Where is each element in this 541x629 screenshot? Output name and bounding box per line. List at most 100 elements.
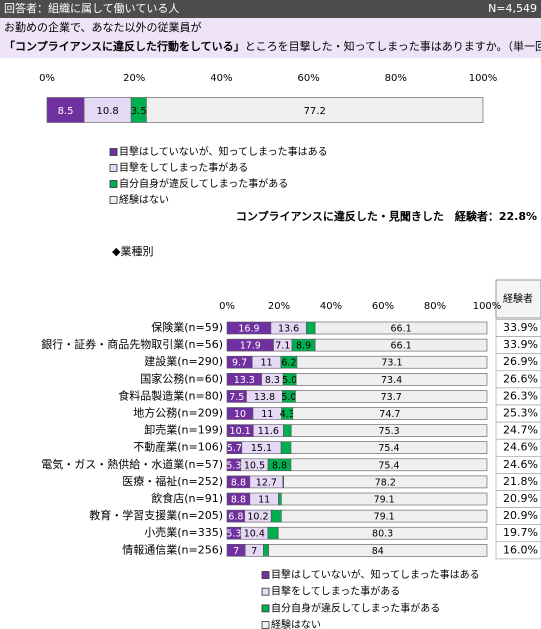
- question: お勤めの企業で、あなた以外の従業員が: [4, 20, 202, 34]
- category-label: 医療・福祉(n=252): [122, 474, 223, 488]
- value-label: 77.2: [304, 106, 326, 117]
- bar-segment: [267, 526, 279, 540]
- value-label: 10.2: [247, 512, 268, 523]
- value-label: 5.7: [227, 443, 242, 454]
- value-label: 75.4: [378, 443, 399, 454]
- value-label: 5.0: [282, 375, 297, 386]
- value-label: 13.6: [278, 324, 299, 335]
- category-label: 保険業(n=59): [151, 320, 223, 334]
- value-label: 12.7: [256, 477, 277, 488]
- value-label: 7: [233, 546, 239, 557]
- value-label: 8.8: [272, 460, 287, 471]
- bar-segment: [295, 390, 488, 403]
- legend-label: 自分自身が違反してしまった事がある: [119, 177, 288, 190]
- bar-segment: [292, 407, 488, 420]
- experienced-value: 33.9%: [503, 338, 538, 351]
- bar-segment: [278, 492, 282, 506]
- x-tick-label: 60%: [372, 301, 394, 312]
- category-label: 電気・ガス・熱供給・水道業(n=57): [41, 457, 223, 471]
- sample-size: N=4,549: [488, 2, 537, 15]
- experienced-value: 26.9%: [503, 355, 538, 368]
- x-tick-label: 20%: [268, 301, 290, 312]
- bar-segment: [305, 321, 316, 335]
- value-label: 74.7: [379, 409, 400, 420]
- category-label: 銀行・証券・商品先物取引業(n=56): [41, 337, 223, 351]
- experienced-value: 24.7%: [503, 424, 538, 437]
- value-label: 75.4: [378, 460, 399, 471]
- experienced-header-box: [495, 279, 541, 319]
- legend-swatch: [109, 164, 118, 172]
- legend-label: 自分自身が違反してしまった事がある: [271, 601, 440, 614]
- bar-segment: [290, 458, 488, 472]
- x-tick-label: 0%: [39, 73, 55, 84]
- legend-label: 経験はない: [271, 618, 321, 629]
- x-tick-label: 100%: [473, 301, 502, 312]
- value-label: 4.3: [280, 409, 295, 420]
- bar-segment: [290, 441, 488, 455]
- x-tick-label: 60%: [297, 73, 319, 84]
- value-label: 10.4: [244, 529, 265, 540]
- value-label: 13.3: [234, 375, 255, 386]
- experienced-value: 24.6%: [503, 441, 538, 454]
- category-label: 情報通信業(n=256): [122, 543, 223, 556]
- experienced-header: 経験者: [503, 292, 533, 305]
- experienced-value: 21.8%: [503, 475, 538, 488]
- legend-swatch: [109, 148, 118, 156]
- bar-segment: [281, 509, 488, 523]
- value-label: 13.8: [254, 392, 275, 403]
- legend-label: 目撃はしていないが、知ってしまった事はある: [119, 145, 328, 158]
- section-title: ◆業種別: [112, 244, 153, 258]
- category-label: 不動産業(n=106): [133, 440, 223, 454]
- experienced-value: 26.3%: [503, 389, 538, 402]
- experienced-value: 33.9%: [503, 321, 538, 334]
- experienced-value: 24.6%: [503, 458, 538, 471]
- legend-swatch: [261, 604, 270, 613]
- question-bold: 「コンプライアンスに違反した行動をしている」: [4, 39, 245, 53]
- value-label: 15.1: [251, 443, 272, 454]
- value-label: 8.9: [296, 341, 311, 352]
- value-label: 11.6: [258, 426, 279, 437]
- x-tick-label: 80%: [424, 301, 446, 312]
- x-tick-label: 40%: [320, 301, 342, 312]
- category-label: 飲食店(n=91): [151, 491, 223, 505]
- legend-label: 目撃はしていないが、知ってしまった事はある: [271, 568, 480, 581]
- legend-label: 目撃をしてしまった事がある: [271, 585, 400, 598]
- value-label: 66.1: [390, 324, 411, 335]
- experienced-value: 16.0%: [503, 543, 538, 556]
- value-label: 79.1: [374, 495, 395, 506]
- legend-label: 目撃をしてしまった事がある: [119, 161, 248, 174]
- x-tick-label: 0%: [219, 301, 235, 312]
- bar-segment: [46, 97, 85, 123]
- legend-swatch: [109, 180, 118, 188]
- value-label: 7.1: [275, 341, 290, 352]
- value-label: 5.3: [226, 529, 241, 540]
- bar-segment: [296, 355, 488, 369]
- value-label: 78.2: [375, 477, 396, 488]
- x-tick-label: 100%: [469, 73, 498, 84]
- legend-swatch: [261, 587, 270, 596]
- bar-segment: [263, 543, 269, 557]
- bar-segment: [280, 441, 292, 455]
- bar-segment: [270, 509, 282, 523]
- bar-segment: [283, 475, 488, 489]
- value-label: 10.1: [230, 426, 251, 437]
- respondents: 回答者：組織に属して働いている人: [4, 1, 179, 15]
- value-label: 6.8: [228, 512, 243, 523]
- value-label: 11: [260, 358, 272, 369]
- legend-swatch: [261, 621, 270, 629]
- category-label: 卸売業(n=199): [144, 423, 223, 437]
- bar-segment: [314, 338, 488, 352]
- bar-segment: [314, 321, 488, 335]
- value-label: 80.3: [372, 529, 393, 540]
- experienced-value: 26.6%: [503, 372, 538, 385]
- category-label: 小売業(n=335): [144, 526, 223, 539]
- value-label: 73.1: [381, 358, 402, 369]
- header-bar: [0, 0, 541, 18]
- x-tick-label: 40%: [210, 73, 232, 84]
- value-label: 84: [372, 546, 384, 557]
- question-rest: ところを目撃した・知ってしまった事はありますか。（単一回答）: [245, 39, 541, 53]
- value-label: 16.9: [238, 324, 259, 335]
- question: 「コンプライアンスに違反した行動をしている」ところを目撃した・知ってしまった事は…: [4, 39, 541, 53]
- experienced-value: 20.9%: [503, 492, 538, 505]
